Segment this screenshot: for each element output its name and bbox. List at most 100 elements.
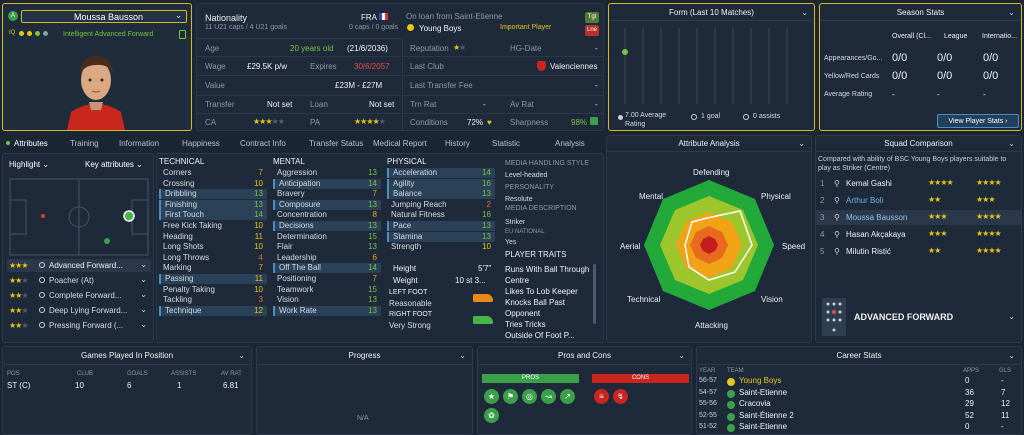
attribute-row[interactable]: Marking 7 xyxy=(159,263,267,273)
attribute-row[interactable]: Acceleration 14 xyxy=(387,168,495,178)
tab-information[interactable]: Information xyxy=(119,139,160,148)
attribute-row[interactable]: Teamwork 15 xyxy=(273,285,381,295)
tab-training[interactable]: Training xyxy=(70,139,99,148)
chevron-down-icon[interactable]: ⌄ xyxy=(1008,8,1015,17)
squad-row[interactable]: 3 ⚲ Moussa Bausson ★★★ ★★★★ xyxy=(816,210,1021,225)
radar-label-technical: Technical xyxy=(627,295,661,304)
shot-pro-icon[interactable]: ↗ xyxy=(560,389,575,404)
tab-attributes[interactable]: Attributes xyxy=(14,139,48,148)
tab-medical-report[interactable]: Medical Report xyxy=(373,139,427,148)
attribute-row[interactable]: Decisions 13 xyxy=(273,221,381,231)
attribute-row[interactable]: Off The Ball 14 xyxy=(273,263,381,274)
lastclub-label: Last Club xyxy=(410,62,444,71)
attribute-row[interactable]: Composure 13 xyxy=(273,199,381,210)
lock-pro-icon[interactable]: ◎ xyxy=(522,389,537,404)
attribute-row[interactable]: Finishing 13 xyxy=(159,199,267,210)
current-club[interactable]: Young Boys xyxy=(419,24,462,33)
tab-history[interactable]: History xyxy=(445,139,470,148)
chevron-down-icon[interactable]: ⌄ xyxy=(1008,351,1015,360)
attribute-row[interactable]: Crossing 10 xyxy=(159,179,267,189)
key-attributes-dropdown[interactable]: Key attributes ⌄ xyxy=(85,160,151,172)
attribute-value: 10 xyxy=(482,242,491,252)
attribute-row[interactable]: Pace 13 xyxy=(387,221,495,231)
chevron-down-icon[interactable]: ⌄ xyxy=(798,139,805,148)
attribute-row[interactable]: Leadership 6 xyxy=(273,253,381,263)
clipboard-icon[interactable] xyxy=(179,30,186,39)
attribute-row[interactable]: Long Throws 4 xyxy=(159,253,267,263)
attribute-row[interactable]: Positioning 7 xyxy=(273,274,381,284)
squad-rank: 5 xyxy=(820,247,825,256)
star-pro-icon[interactable]: ★ xyxy=(484,389,499,404)
attribute-row[interactable]: Penalty Taking 10 xyxy=(159,285,267,295)
potential-ability-stars: ★★★★ xyxy=(976,246,1002,255)
attribute-row[interactable]: Flair 13 xyxy=(273,242,381,252)
attribute-row[interactable]: Aggression 13 xyxy=(273,168,381,178)
role-row[interactable]: ★★★ Deep Lying Forward... ⌄ xyxy=(7,304,151,317)
view-player-stats-button[interactable]: View Player Stats › xyxy=(937,114,1019,128)
role-row[interactable]: ★★★ Poacher (At) ⌄ xyxy=(7,274,151,287)
attribute-row[interactable]: Determination 15 xyxy=(273,232,381,242)
tab-transfer-status[interactable]: Transfer Status xyxy=(309,139,364,148)
attribute-row[interactable]: Free Kick Taking 10 xyxy=(159,221,267,231)
attribute-row[interactable]: Stamina 13 xyxy=(387,231,495,242)
attribute-row[interactable]: Agility 16 xyxy=(387,178,495,189)
chevron-down-icon[interactable]: ⌄ xyxy=(801,8,808,17)
attribute-value: 7 xyxy=(258,168,263,177)
attribute-name: Agility xyxy=(393,178,415,188)
tab-contract-info[interactable]: Contract Info xyxy=(240,139,286,148)
attribute-row[interactable]: Tackling 3 xyxy=(159,295,267,305)
traits-scrollbar[interactable] xyxy=(593,264,596,324)
tab-analysis[interactable]: Analysis xyxy=(555,139,585,148)
attribute-row[interactable]: Jumping Reach 2 xyxy=(387,200,495,210)
role-stars: ★★★ xyxy=(9,261,28,270)
squad-row[interactable]: 1 ⚲ Kemal Gashi ★★★★ ★★★★ xyxy=(816,176,1021,191)
tab-statistic[interactable]: Statistic xyxy=(492,139,521,148)
attribute-row[interactable]: Corners 7 xyxy=(159,168,267,178)
attribute-row[interactable]: Passing 11 xyxy=(159,274,267,284)
role-row[interactable]: ★★★ Pressing Forward (... ⌄ xyxy=(7,319,151,332)
squad-row[interactable]: 4 ⚲ Hasan Akçakaya ★★★ ★★★★ xyxy=(816,227,1021,242)
lne-badge[interactable]: Lne xyxy=(585,25,599,36)
attribute-row[interactable]: Work Rate 13 xyxy=(273,305,381,316)
lastclub-value[interactable]: Valenciennes xyxy=(550,62,598,71)
media-handling-title: MEDIA HANDLING STYLE xyxy=(505,160,590,167)
attribute-row[interactable]: Dribbling 13 xyxy=(159,189,267,200)
attribute-row[interactable]: Technique 12 xyxy=(159,305,267,316)
highlight-dropdown[interactable]: Highlight ⌄ xyxy=(9,160,67,172)
attribute-row[interactable]: Strength 10 xyxy=(387,242,495,252)
career-row[interactable]: 52-55 Saint-Étienne 2 52 11 xyxy=(697,411,1021,422)
attribute-row[interactable]: Anticipation 14 xyxy=(273,178,381,189)
view-player-stats-label: View Player Stats xyxy=(948,118,1004,125)
attribute-row[interactable]: Concentration 8 xyxy=(273,210,381,220)
attribute-row[interactable]: Heading 11 xyxy=(159,232,267,242)
rating-dot-icon xyxy=(618,115,623,120)
attribute-row[interactable]: Balance 13 xyxy=(387,189,495,200)
jump-con-icon[interactable]: ↯ xyxy=(613,389,628,404)
pass-pro-icon[interactable]: ↝ xyxy=(541,389,556,404)
chevron-down-icon[interactable]: ⌄ xyxy=(238,351,245,360)
role-row[interactable]: ★★★ Complete Forward... ⌄ xyxy=(7,289,151,302)
career-row[interactable]: 51-52 Saint-Etienne 0 - xyxy=(697,422,1021,433)
role-row[interactable]: ★★★ Advanced Forward... ⌄ xyxy=(7,259,151,272)
career-row[interactable]: 56-57 Young Boys 0 - xyxy=(697,376,1021,387)
player-name-bar[interactable]: Moussa Bausson ⌄ xyxy=(21,10,187,23)
chevron-down-icon[interactable]: ⌄ xyxy=(678,351,685,360)
attribute-row[interactable]: Vision 13 xyxy=(273,295,381,305)
strength-con-icon[interactable]: ≡ xyxy=(594,389,609,404)
career-row[interactable]: 54-57 Saint-Etienne 36 7 xyxy=(697,388,1021,399)
chevron-down-icon[interactable]: ⌄ xyxy=(1008,312,1015,321)
season-col-intl: Internatio... xyxy=(982,33,1018,40)
chevron-down-icon[interactable]: ⌄ xyxy=(1008,139,1015,148)
attribute-row[interactable]: Bravery 7 xyxy=(273,189,381,199)
tgt-badge[interactable]: Tgt xyxy=(585,12,599,23)
tab-happiness[interactable]: Happiness xyxy=(182,139,220,148)
career-row[interactable]: 55-56 Cracovia 29 12 xyxy=(697,399,1021,410)
attribute-row[interactable]: First Touch 14 xyxy=(159,210,267,221)
chevron-down-icon[interactable]: ⌄ xyxy=(459,351,466,360)
squad-row[interactable]: 2 ⚲ Arthur Boli ★★ ★★★ xyxy=(816,193,1021,208)
touch-pro-icon[interactable]: ✿ xyxy=(484,408,499,423)
boot-pro-icon[interactable]: ⚑ xyxy=(503,389,518,404)
attribute-row[interactable]: Natural Fitness 16 xyxy=(387,210,495,220)
squad-row[interactable]: 5 ⚲ Milutin Ristić ★★ ★★★★ xyxy=(816,244,1021,259)
attribute-row[interactable]: Long Shots 10 xyxy=(159,242,267,252)
